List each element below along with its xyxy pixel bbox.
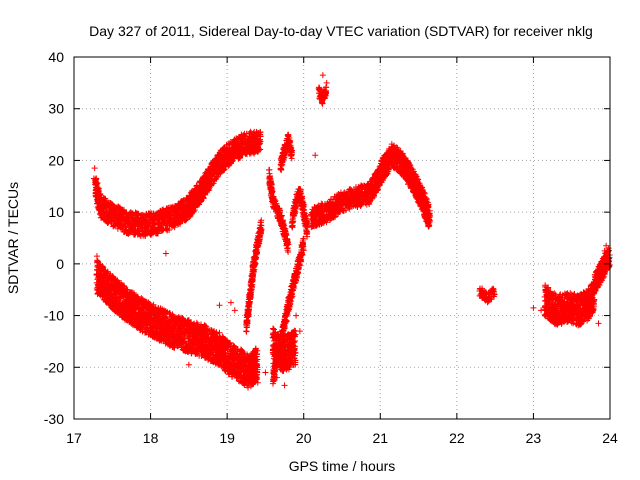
data-point (190, 208, 197, 215)
data-point (200, 195, 207, 202)
data-point (94, 179, 101, 186)
data-point (182, 217, 189, 224)
data-points (90, 72, 613, 391)
data-point (176, 220, 183, 227)
data-point (243, 130, 250, 137)
series-band-b (93, 257, 261, 391)
data-point (256, 137, 263, 144)
data-point (145, 223, 152, 230)
data-point (148, 231, 155, 238)
data-point (257, 129, 264, 136)
data-point (164, 205, 171, 212)
data-point (242, 133, 249, 140)
data-point (210, 180, 217, 187)
data-point (96, 187, 103, 194)
data-point (221, 166, 228, 173)
series-band-a (92, 128, 264, 240)
data-point (257, 146, 264, 153)
data-point (257, 140, 264, 147)
data-point (159, 227, 166, 234)
